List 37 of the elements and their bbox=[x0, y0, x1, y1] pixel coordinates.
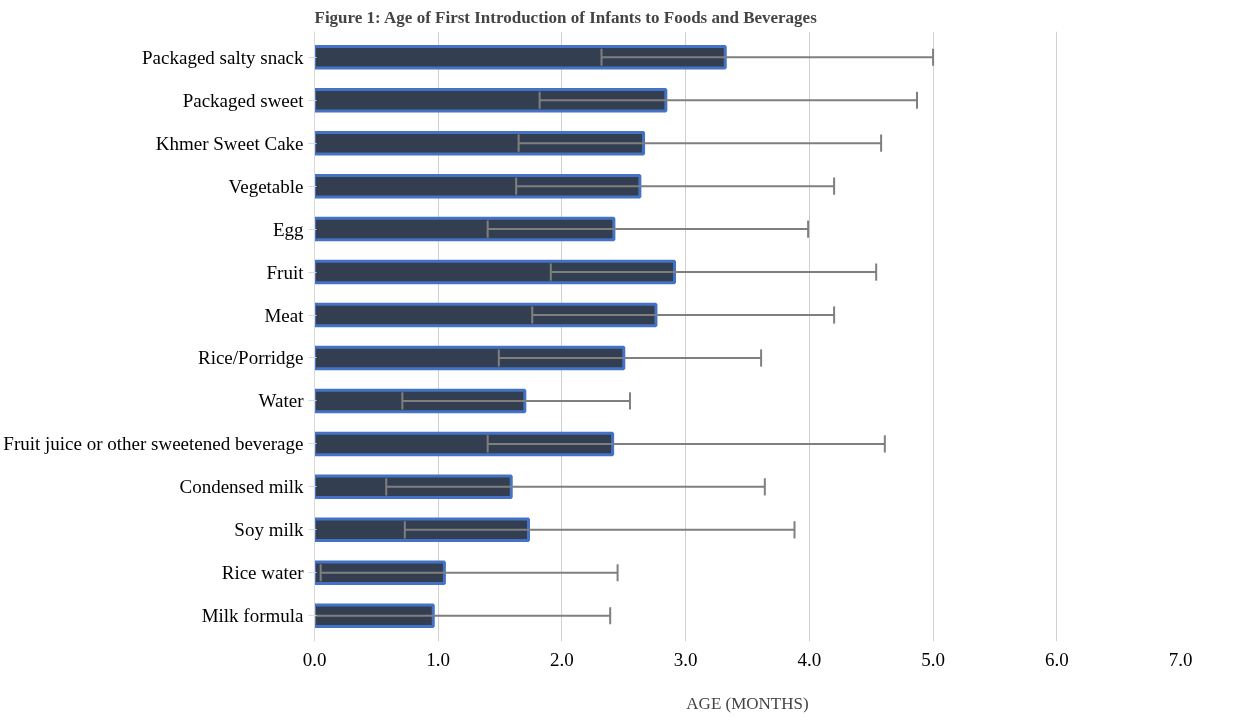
y-tick-label: Condensed milk bbox=[179, 476, 304, 498]
chart-title: Figure 1: Age of First Introduction of Infants to Foods and Beverages bbox=[314, 7, 818, 27]
y-tick-label: Egg bbox=[272, 218, 304, 240]
x-tick-label: 6.0 bbox=[1044, 648, 1069, 670]
bar bbox=[314, 87, 668, 113]
bar bbox=[314, 431, 615, 457]
y-tick-label: Rice water bbox=[221, 562, 305, 584]
bar bbox=[314, 474, 513, 500]
x-tick-label: 0.0 bbox=[302, 648, 327, 670]
x-tick-label: 1.0 bbox=[426, 648, 451, 670]
y-tick-label: Fruit juice or other sweetened beverage bbox=[3, 433, 304, 455]
bar bbox=[314, 388, 527, 414]
y-tick-label: Packaged sweet bbox=[182, 89, 305, 111]
bar bbox=[314, 517, 531, 543]
bar bbox=[314, 345, 626, 371]
y-tick-label: Water bbox=[258, 390, 305, 412]
y-tick-label: Soy milk bbox=[234, 519, 304, 541]
y-tick-label: Meat bbox=[264, 304, 305, 326]
bar bbox=[314, 173, 642, 199]
y-tick-label: Khmer Sweet Cake bbox=[155, 132, 304, 154]
y-tick-label: Packaged salty snack bbox=[142, 46, 304, 68]
x-tick-label: 7.0 bbox=[1168, 648, 1193, 670]
bar bbox=[314, 302, 658, 328]
bar bbox=[314, 130, 646, 156]
x-tick-label: 5.0 bbox=[921, 648, 945, 670]
bar bbox=[314, 259, 677, 285]
bar bbox=[314, 216, 616, 242]
bar bbox=[314, 45, 727, 70]
y-tick-label: Vegetable bbox=[228, 175, 304, 197]
y-tick-label: Milk formula bbox=[201, 605, 305, 627]
x-tick-label: 4.0 bbox=[797, 648, 822, 670]
bar bbox=[314, 560, 446, 586]
x-axis-title: AGE (MONTHS) bbox=[686, 693, 809, 713]
y-tick-label: Rice/Porridge bbox=[197, 347, 304, 369]
x-tick-label: 3.0 bbox=[673, 648, 698, 670]
y-tick-label: Fruit bbox=[266, 261, 305, 283]
x-tick-label: 2.0 bbox=[550, 648, 574, 670]
